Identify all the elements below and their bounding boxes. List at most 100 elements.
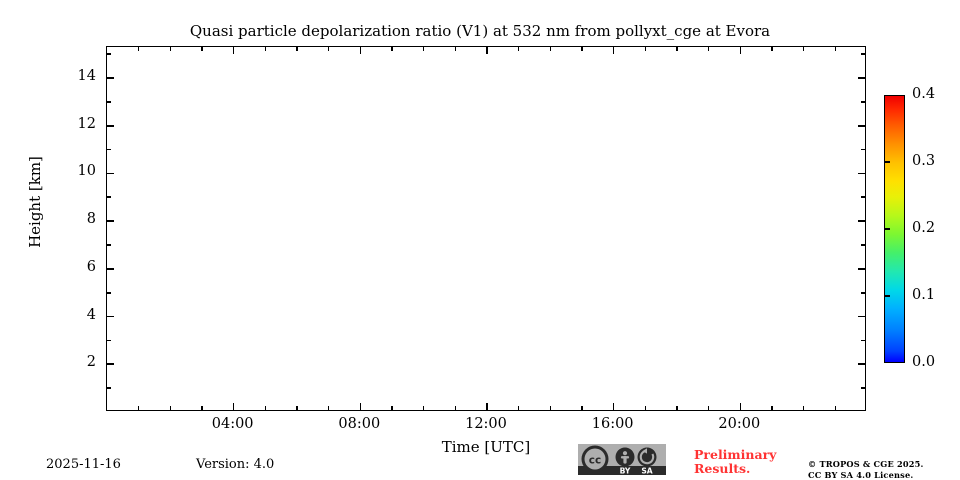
colorbar-tick-label: 0.4 <box>912 86 936 102</box>
x-axis-minor-tick <box>264 47 267 51</box>
x-axis-tick-label: 16:00 <box>591 416 634 432</box>
y-axis-tick-label: 6 <box>86 258 96 275</box>
x-axis-minor-tick <box>707 47 710 51</box>
x-axis-minor-tick <box>707 406 710 410</box>
x-axis-minor-tick <box>771 406 773 410</box>
x-axis-minor-tick <box>391 47 393 51</box>
y-axis-minor-tick <box>107 291 111 294</box>
y-axis-major-tick <box>858 77 865 79</box>
x-axis-tick-label: 12:00 <box>465 416 507 432</box>
x-axis-minor-tick <box>676 406 678 410</box>
y-axis-major-tick <box>858 268 865 270</box>
y-axis-tick-label: 14 <box>77 68 96 84</box>
y-axis-minor-tick <box>107 148 111 151</box>
colorbar-tick-label: 0.3 <box>912 153 936 169</box>
colorbar-tick <box>884 295 890 297</box>
y-axis-tick-label: 10 <box>77 163 96 180</box>
y-axis-tick-label: 12 <box>77 115 96 132</box>
x-axis-major-tick <box>486 47 488 54</box>
y-axis-minor-tick <box>861 387 865 389</box>
y-axis-major-tick <box>107 315 114 318</box>
x-axis-tick-label: 08:00 <box>338 416 381 432</box>
y-axis-minor-tick <box>107 244 111 246</box>
y-axis-major-tick <box>107 77 114 79</box>
copyright-line-2: CC BY SA 4.0 License. <box>808 469 914 480</box>
colorbar-tick <box>884 228 890 230</box>
x-axis-minor-tick <box>169 406 172 410</box>
x-axis-minor-tick <box>454 47 457 51</box>
y-axis-major-tick <box>107 268 114 270</box>
y-axis-major-tick <box>107 363 114 366</box>
x-axis-major-tick <box>612 47 615 54</box>
copyright-note: © TROPOS & CGE 2025. CC BY SA 4.0 Licens… <box>808 459 924 480</box>
cc-license-icon: cc BY SA <box>578 444 666 476</box>
preliminary-results-note: Preliminary Results. <box>694 448 776 476</box>
x-axis-minor-tick <box>137 406 140 410</box>
svg-text:BY: BY <box>620 467 631 475</box>
x-axis-minor-tick <box>296 406 298 410</box>
x-axis-minor-tick <box>201 406 203 410</box>
y-axis-minor-tick <box>107 53 111 55</box>
x-axis-label: Time [UTC] <box>441 438 531 456</box>
x-axis-minor-tick <box>834 47 837 51</box>
x-axis-minor-tick <box>771 47 773 51</box>
x-axis-minor-tick <box>169 47 172 51</box>
x-axis-major-tick <box>739 47 742 54</box>
x-axis-minor-tick <box>422 47 425 51</box>
preliminary-line-2: Results. <box>694 461 751 476</box>
svg-text:cc: cc <box>589 455 601 467</box>
y-axis-major-tick <box>858 124 865 127</box>
y-axis-tick-label: 8 <box>86 211 96 228</box>
x-axis-minor-tick <box>422 406 425 410</box>
x-axis-minor-tick <box>454 406 457 410</box>
x-axis-minor-tick <box>296 47 298 51</box>
colorbar-tick-label: 0.2 <box>912 220 936 236</box>
x-axis-tick-label: 20:00 <box>718 416 761 432</box>
x-axis-major-tick <box>232 47 235 54</box>
copyright-line-1: © TROPOS & CGE 2025. <box>808 459 924 469</box>
x-axis-minor-tick <box>834 406 837 410</box>
x-axis-major-tick <box>612 403 615 410</box>
page-title: Quasi particle depolarization ratio (V1)… <box>189 22 771 40</box>
svg-text:SA: SA <box>641 467 652 475</box>
x-axis-minor-tick <box>264 406 267 410</box>
plot-axes-frame <box>106 46 866 411</box>
cc-license-badge[interactable]: cc BY SA <box>578 444 666 476</box>
x-axis-major-tick <box>739 403 742 410</box>
y-axis-major-tick <box>107 220 114 222</box>
x-axis-minor-tick <box>517 406 520 410</box>
footer-date: 2025-11-16 <box>46 457 121 472</box>
colorbar <box>884 95 905 363</box>
y-axis-minor-tick <box>861 196 865 199</box>
x-axis-minor-tick <box>137 47 140 51</box>
x-axis-minor-tick <box>644 406 647 410</box>
plot-data-area <box>107 47 865 410</box>
x-axis-minor-tick <box>549 47 552 51</box>
y-axis-tick-label: 4 <box>86 306 96 323</box>
y-axis-major-tick <box>858 363 865 366</box>
y-axis-minor-tick <box>861 244 865 246</box>
preliminary-line-1: Preliminary <box>694 447 777 462</box>
y-axis-major-tick <box>858 315 865 318</box>
y-axis-major-tick <box>107 124 114 127</box>
x-axis-minor-tick <box>327 406 330 410</box>
y-axis-minor-tick <box>861 53 865 55</box>
x-axis-minor-tick <box>517 47 520 51</box>
x-axis-minor-tick <box>581 47 583 51</box>
footer-version: Version: 4.0 <box>196 457 275 472</box>
x-axis-minor-tick <box>581 406 583 410</box>
y-axis-minor-tick <box>107 196 111 199</box>
x-axis-minor-tick <box>327 47 330 51</box>
y-axis-major-tick <box>858 220 865 222</box>
x-axis-minor-tick <box>802 406 805 410</box>
y-axis-minor-tick <box>107 101 111 103</box>
y-axis-major-tick <box>858 172 865 175</box>
y-axis-major-tick <box>107 172 114 175</box>
x-axis-minor-tick <box>391 406 393 410</box>
x-axis-minor-tick <box>201 47 203 51</box>
y-axis-minor-tick <box>861 101 865 103</box>
x-axis-tick-label: 04:00 <box>211 416 254 432</box>
x-axis-minor-tick <box>676 47 678 51</box>
x-axis-major-tick <box>232 403 235 410</box>
x-axis-major-tick <box>359 403 362 410</box>
